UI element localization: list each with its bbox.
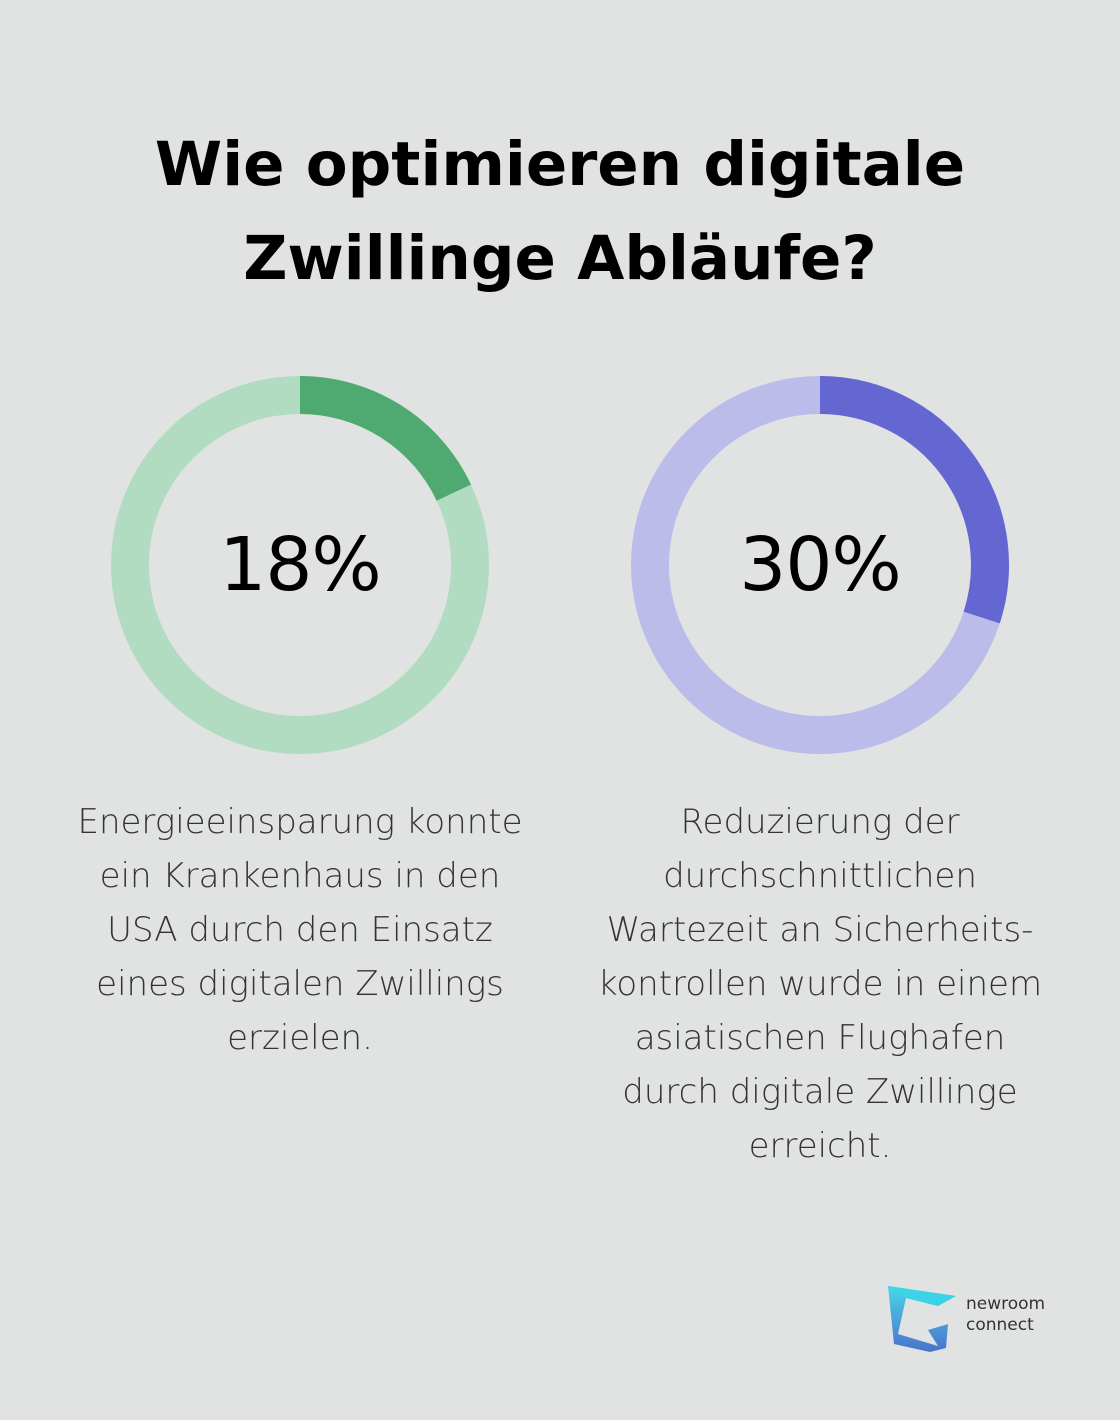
- description-line: Energieeinsparung konnte: [77, 802, 523, 842]
- brand-logo: newroom connect: [886, 1284, 1066, 1354]
- brand-line-1: newroom: [966, 1294, 1046, 1314]
- stat-card-waiting-time: 30% Reduzierung der durchschnittlichen W…: [580, 375, 1060, 1173]
- donut-svg-waiting-time: [631, 376, 1009, 754]
- donut-chart-energy: 18%: [110, 375, 490, 755]
- title-line-2: Zwillinge Abläufe?: [243, 223, 877, 294]
- stat-description: Reduzierung der durchschnittlichen Warte…: [580, 795, 1060, 1173]
- description-line: kontrollen wurde in einem: [597, 964, 1043, 1004]
- percentage-label: 18%: [219, 522, 381, 608]
- description-line: durchschnittlichen: [663, 856, 977, 896]
- description-line: ein Krankenhaus in den: [99, 856, 501, 896]
- description-line: USA durch den Einsatz: [107, 910, 493, 950]
- brand-line-2: connect: [966, 1315, 1034, 1335]
- description-line: erzielen.: [227, 1018, 373, 1058]
- title-line-1: Wie optimieren digitale: [154, 129, 966, 200]
- donut-value-arc: [819, 376, 1009, 624]
- percentage-label: 30%: [739, 522, 901, 608]
- description-line: asiatischen Flughafen: [634, 1018, 1006, 1058]
- donut-svg-energy: [111, 376, 489, 754]
- stat-card-energy: 18% Energieeinsparung konnte ein Kranken…: [60, 375, 540, 1065]
- description-line: durch digitale Zwillinge: [622, 1072, 1018, 1112]
- description-line: eines digitalen Zwillings: [96, 964, 504, 1004]
- brand-name: newroom connect: [966, 1294, 1045, 1336]
- donut-value-arc: [299, 376, 472, 502]
- donut-chart-waiting-time: 30%: [630, 375, 1010, 755]
- newroom-connect-logo-icon: [888, 1286, 956, 1352]
- description-line: erreicht.: [748, 1126, 892, 1166]
- stat-description: Energieeinsparung konnte ein Krankenhaus…: [60, 795, 540, 1065]
- page-title: Wie optimieren digitale Zwillinge Abläuf…: [60, 118, 1060, 306]
- description-line: Reduzierung der: [680, 802, 960, 842]
- description-line: Wartezeit an Sicherheits-: [606, 910, 1034, 950]
